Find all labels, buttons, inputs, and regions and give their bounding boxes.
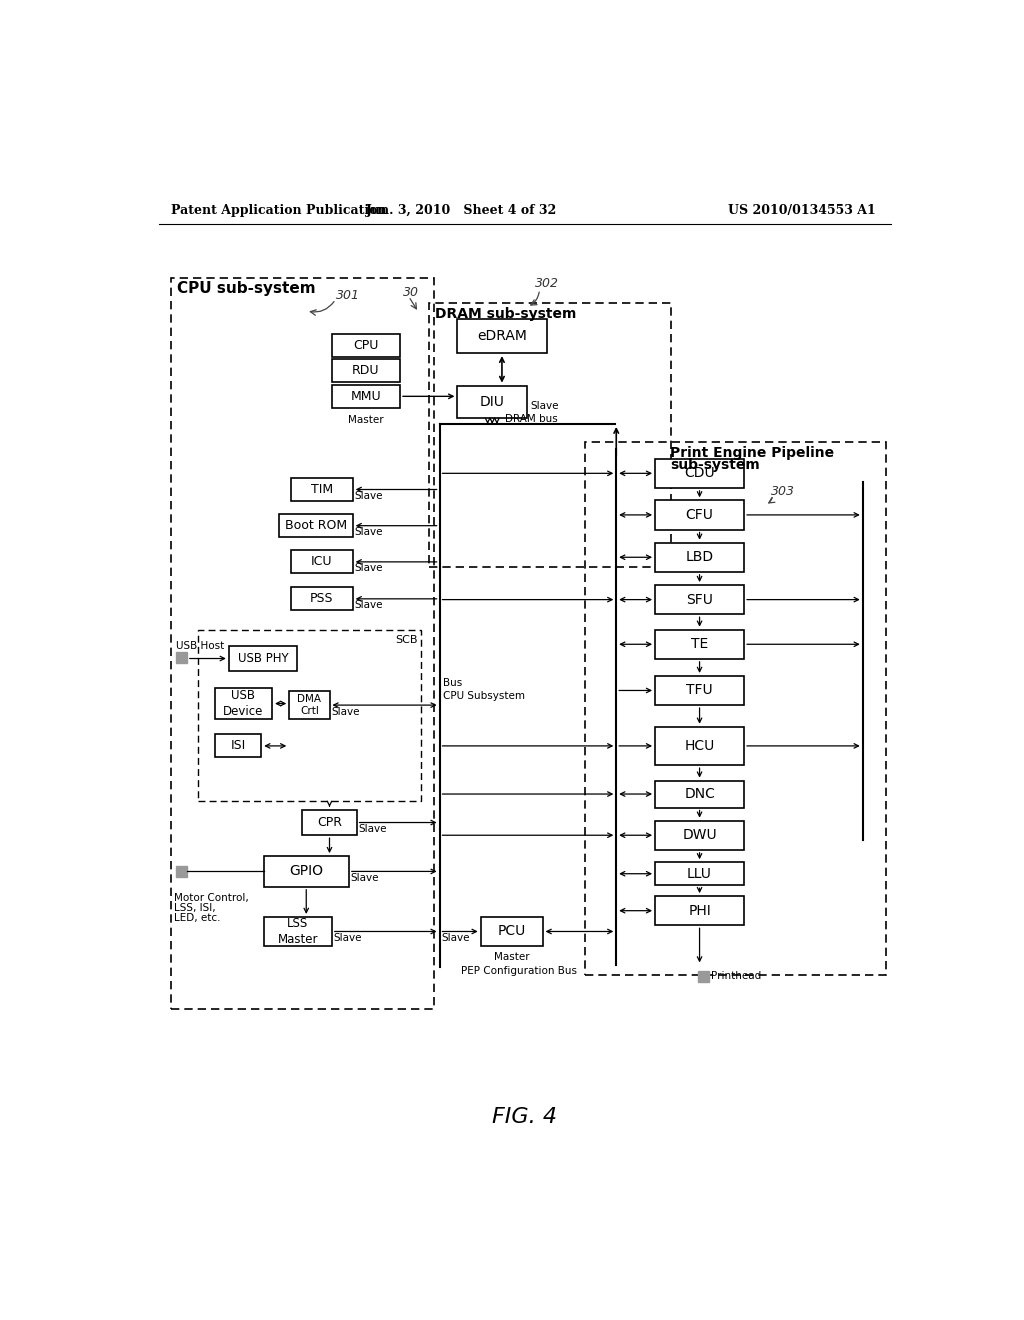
FancyBboxPatch shape bbox=[302, 810, 356, 836]
Text: LSS, ISI,: LSS, ISI, bbox=[174, 903, 216, 912]
Text: SFU: SFU bbox=[686, 593, 713, 607]
Text: eDRAM: eDRAM bbox=[477, 329, 527, 343]
Text: USB PHY: USB PHY bbox=[238, 652, 288, 665]
FancyBboxPatch shape bbox=[215, 688, 272, 719]
Text: Printhead: Printhead bbox=[711, 972, 761, 981]
FancyBboxPatch shape bbox=[655, 726, 744, 766]
Text: CPU: CPU bbox=[353, 339, 379, 352]
Text: PEP Configuration Bus: PEP Configuration Bus bbox=[461, 966, 578, 975]
FancyBboxPatch shape bbox=[215, 734, 261, 758]
Text: MMU: MMU bbox=[350, 389, 381, 403]
Text: CDU: CDU bbox=[684, 466, 715, 480]
Text: FIG. 4: FIG. 4 bbox=[493, 1107, 557, 1127]
Text: LBD: LBD bbox=[685, 550, 714, 564]
Text: ICU: ICU bbox=[311, 556, 333, 569]
Text: Slave: Slave bbox=[331, 708, 359, 717]
Bar bbox=[176, 652, 187, 663]
Text: CPR: CPR bbox=[317, 816, 342, 829]
FancyBboxPatch shape bbox=[263, 857, 349, 887]
Text: Bus
CPU Subsystem: Bus CPU Subsystem bbox=[442, 678, 524, 701]
Text: US 2010/0134553 A1: US 2010/0134553 A1 bbox=[728, 205, 877, 218]
Bar bbox=[176, 866, 187, 876]
FancyBboxPatch shape bbox=[480, 917, 543, 946]
FancyBboxPatch shape bbox=[655, 459, 744, 488]
Text: Motor Control,: Motor Control, bbox=[174, 892, 249, 903]
FancyBboxPatch shape bbox=[458, 318, 547, 354]
Text: PSS: PSS bbox=[310, 593, 334, 606]
FancyBboxPatch shape bbox=[263, 917, 332, 946]
Text: Slave: Slave bbox=[530, 401, 559, 412]
Text: GPIO: GPIO bbox=[289, 865, 324, 878]
Text: HCU: HCU bbox=[684, 739, 715, 752]
FancyBboxPatch shape bbox=[289, 692, 330, 719]
FancyBboxPatch shape bbox=[655, 630, 744, 659]
FancyBboxPatch shape bbox=[655, 585, 744, 614]
Text: DWU: DWU bbox=[682, 828, 717, 842]
Text: Master: Master bbox=[348, 416, 384, 425]
FancyBboxPatch shape bbox=[655, 543, 744, 572]
Text: Jun. 3, 2010   Sheet 4 of 32: Jun. 3, 2010 Sheet 4 of 32 bbox=[366, 205, 557, 218]
Text: LSS
Master: LSS Master bbox=[278, 917, 318, 946]
FancyBboxPatch shape bbox=[332, 385, 400, 408]
Text: 302: 302 bbox=[535, 277, 559, 290]
Text: sub-system: sub-system bbox=[671, 458, 760, 471]
FancyBboxPatch shape bbox=[655, 896, 744, 925]
FancyBboxPatch shape bbox=[655, 500, 744, 529]
Text: ISI: ISI bbox=[230, 739, 246, 752]
Text: 30: 30 bbox=[403, 286, 419, 298]
Text: RDU: RDU bbox=[352, 364, 380, 378]
FancyBboxPatch shape bbox=[228, 645, 297, 671]
Text: TE: TE bbox=[691, 638, 709, 651]
Bar bbox=[698, 970, 710, 982]
Text: SCB: SCB bbox=[395, 635, 418, 644]
Text: LLU: LLU bbox=[687, 867, 712, 880]
Text: Slave: Slave bbox=[334, 933, 361, 944]
Text: TIM: TIM bbox=[310, 483, 333, 496]
Text: Slave: Slave bbox=[350, 874, 379, 883]
FancyBboxPatch shape bbox=[655, 862, 744, 886]
Text: Slave: Slave bbox=[354, 601, 383, 610]
Text: DNC: DNC bbox=[684, 787, 715, 801]
FancyBboxPatch shape bbox=[291, 478, 352, 502]
Text: USB
Device: USB Device bbox=[223, 689, 263, 718]
Text: 301: 301 bbox=[336, 289, 359, 302]
Text: Slave: Slave bbox=[354, 491, 383, 500]
FancyBboxPatch shape bbox=[655, 676, 744, 705]
FancyBboxPatch shape bbox=[458, 385, 527, 418]
Text: 303: 303 bbox=[771, 484, 796, 498]
Text: DRAM sub-system: DRAM sub-system bbox=[435, 308, 577, 321]
Text: Slave: Slave bbox=[354, 564, 383, 573]
Text: Slave: Slave bbox=[354, 527, 383, 537]
Text: Patent Application Publication: Patent Application Publication bbox=[171, 205, 386, 218]
Text: CPU sub-system: CPU sub-system bbox=[177, 281, 315, 296]
Text: Master: Master bbox=[494, 952, 529, 962]
Text: DIU: DIU bbox=[480, 395, 505, 409]
Text: DMA
Crtl: DMA Crtl bbox=[297, 694, 322, 717]
FancyBboxPatch shape bbox=[291, 550, 352, 573]
Text: CFU: CFU bbox=[686, 508, 714, 521]
Text: LED, etc.: LED, etc. bbox=[174, 912, 221, 923]
FancyBboxPatch shape bbox=[332, 359, 400, 383]
Text: Boot ROM: Boot ROM bbox=[285, 519, 347, 532]
FancyBboxPatch shape bbox=[332, 334, 400, 358]
Text: DRAM bus: DRAM bus bbox=[506, 413, 558, 424]
Text: PCU: PCU bbox=[498, 924, 525, 939]
Text: TFU: TFU bbox=[686, 684, 713, 697]
Text: PHI: PHI bbox=[688, 904, 711, 917]
FancyBboxPatch shape bbox=[655, 821, 744, 850]
Text: Slave: Slave bbox=[441, 933, 470, 944]
Text: USB Host: USB Host bbox=[176, 640, 224, 651]
FancyBboxPatch shape bbox=[280, 515, 352, 537]
FancyBboxPatch shape bbox=[655, 780, 744, 808]
Text: Print Engine Pipeline: Print Engine Pipeline bbox=[671, 446, 835, 459]
FancyBboxPatch shape bbox=[291, 587, 352, 610]
Text: Slave: Slave bbox=[358, 825, 387, 834]
